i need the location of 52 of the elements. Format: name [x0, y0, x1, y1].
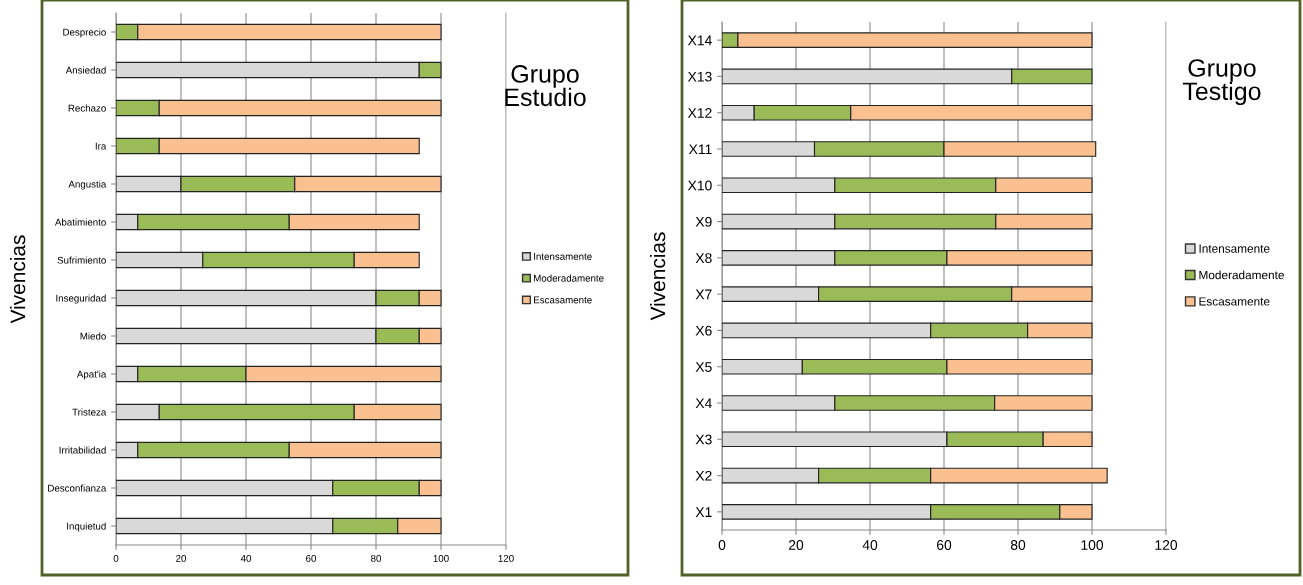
x-tick-label: 0: [718, 540, 726, 550]
y-tick-label: Tristeza: [72, 408, 107, 416]
y-tick-label: Inquietud: [67, 522, 106, 532]
y-tick-label: Apat'ia: [76, 370, 107, 380]
y-tick-label: Inseguridad: [56, 294, 106, 304]
x-tick-label: 120: [498, 554, 514, 562]
y-tick-label: X11: [688, 144, 712, 155]
y-tick-label: X8: [695, 253, 712, 264]
y-tick-label: Angustia: [68, 180, 107, 190]
y-tick-label: X13: [687, 71, 712, 82]
legend-label: Escasamente: [1199, 297, 1270, 306]
y-tick-label: X5: [695, 362, 712, 372]
y-tick-label: Rechazo: [68, 104, 106, 112]
x-tick-label: 80: [371, 554, 382, 562]
y-tick-label: X6: [695, 325, 712, 336]
legend-label: Moderadamente: [534, 274, 604, 282]
y-tick-label: X14: [687, 35, 712, 46]
legend-label: Moderadamente: [1199, 270, 1284, 280]
y-tick-label: Sufrimiento: [57, 256, 106, 264]
legend-label: Intensamente: [534, 253, 592, 260]
y-tick-label: X9: [695, 216, 712, 227]
y-tick-label: Miedo: [80, 332, 106, 340]
x-tick-label: 40: [862, 540, 878, 550]
x-tick-label: 100: [433, 554, 449, 562]
y-tick-label: Ansiedad: [65, 66, 106, 74]
y-tick-label: Desconfianza: [48, 484, 107, 492]
x-tick-label: 60: [936, 540, 952, 550]
y-tick-label: X10: [687, 180, 712, 191]
y-tick-label: X3: [695, 434, 712, 445]
y-axis-title: Vivencias: [650, 232, 666, 321]
x-tick-label: 20: [176, 554, 187, 562]
x-tick-label: 100: [1081, 540, 1104, 550]
y-tick-label: X7: [695, 289, 712, 300]
x-tick-label: 40: [240, 554, 252, 562]
y-axis-title: Vivencias: [10, 235, 26, 324]
text: Grupo Testigo: [1182, 59, 1261, 106]
y-tick-label: Irritabilidad: [59, 446, 106, 454]
x-tick-label: 20: [788, 540, 804, 550]
y-tick-label: X12: [687, 108, 712, 118]
x-tick-label: 0: [113, 554, 119, 562]
legend-label: Intensamente: [1199, 244, 1270, 253]
x-tick-label: 80: [1010, 540, 1026, 550]
y-tick-label: Desprecio: [63, 28, 106, 38]
text: Grupo Estudio: [505, 65, 586, 107]
y-tick-label: X1: [695, 507, 712, 517]
x-tick-label: 120: [1155, 540, 1178, 550]
y-tick-label: Abatimiento: [54, 218, 106, 226]
y-tick-label: X2: [695, 470, 712, 481]
y-tick-label: X4: [695, 398, 712, 409]
legend-label: Escasamente: [534, 296, 592, 304]
y-tick-label: Ira: [95, 142, 107, 150]
x-tick-label: 60: [306, 554, 317, 562]
